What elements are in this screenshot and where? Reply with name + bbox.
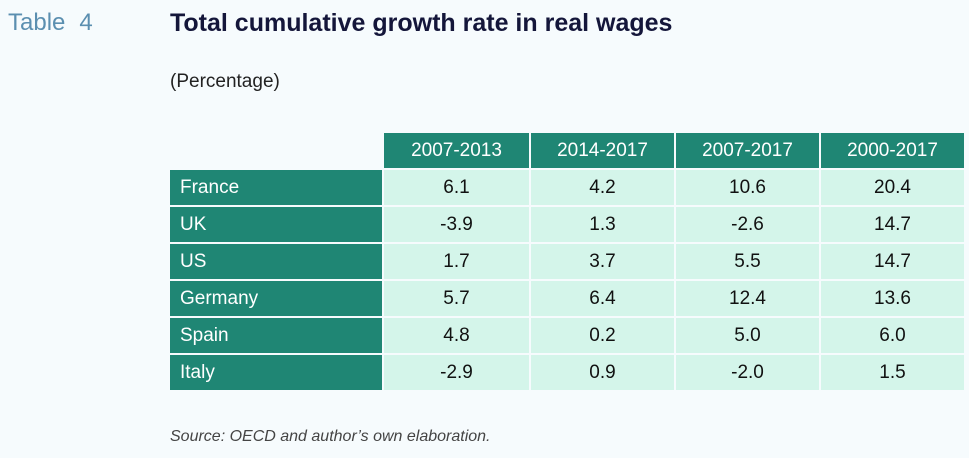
table-label: Table 4 (8, 9, 93, 37)
table-cell: 4.8 (384, 318, 529, 353)
table-cell: 0.2 (531, 318, 674, 353)
table-cell: 14.7 (821, 244, 964, 279)
row-label: US (170, 244, 382, 279)
table-cell: 6.1 (384, 170, 529, 205)
column-header: 2007-2017 (676, 133, 819, 168)
table-cell: 1.7 (384, 244, 529, 279)
table-cell: 20.4 (821, 170, 964, 205)
table-cell: 5.0 (676, 318, 819, 353)
table-cell: 6.0 (821, 318, 964, 353)
table-cell: -2.0 (676, 355, 819, 390)
table-cell: 3.7 (531, 244, 674, 279)
table-title: Total cumulative growth rate in real wag… (170, 9, 673, 37)
table-cell: 13.6 (821, 281, 964, 316)
row-label: UK (170, 207, 382, 242)
table-cell: -2.6 (676, 207, 819, 242)
table-label-word: Table (8, 9, 66, 36)
row-label: France (170, 170, 382, 205)
table-cell: -3.9 (384, 207, 529, 242)
table-cell: 6.4 (531, 281, 674, 316)
column-header: 2007-2013 (384, 133, 529, 168)
table-subtitle: (Percentage) (170, 71, 280, 92)
table-cell: 1.3 (531, 207, 674, 242)
column-header: 2000-2017 (821, 133, 964, 168)
row-label: Spain (170, 318, 382, 353)
source-note: Source: OECD and author’s own elaboratio… (170, 428, 491, 445)
table-cell: 4.2 (531, 170, 674, 205)
table-cell: 0.9 (531, 355, 674, 390)
wage-growth-table: 2007-2013 2014-2017 2007-2017 2000-2017 … (170, 133, 964, 390)
table-cell: 1.5 (821, 355, 964, 390)
row-label: Germany (170, 281, 382, 316)
row-label: Italy (170, 355, 382, 390)
table-cell: 12.4 (676, 281, 819, 316)
header-corner (170, 133, 382, 168)
table-cell: 5.5 (676, 244, 819, 279)
column-header: 2014-2017 (531, 133, 674, 168)
table-cell: 5.7 (384, 281, 529, 316)
table-cell: 14.7 (821, 207, 964, 242)
table-cell: -2.9 (384, 355, 529, 390)
table-label-number: 4 (79, 9, 93, 36)
table-cell: 10.6 (676, 170, 819, 205)
